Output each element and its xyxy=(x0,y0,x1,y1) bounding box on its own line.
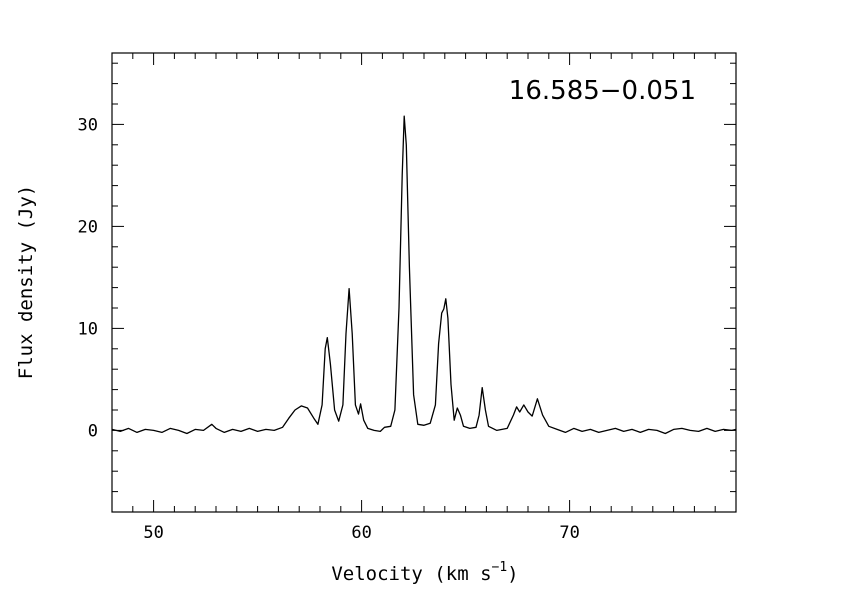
x-tick-label: 50 xyxy=(143,523,163,543)
x-axis-label-exponent: −1 xyxy=(492,560,508,575)
y-axis-tick-labels: 0 10 20 30 xyxy=(78,115,98,441)
y-tick-label: 20 xyxy=(78,217,98,237)
plot-frame xyxy=(111,52,737,513)
x-axis-ticks xyxy=(111,53,737,512)
x-tick-label: 60 xyxy=(351,523,371,543)
source-annotation: 16.585−0.051 xyxy=(509,76,696,106)
y-tick-label: 30 xyxy=(78,115,98,135)
x-axis-label-main: Velocity (km s xyxy=(331,563,491,585)
y-axis-ticks xyxy=(112,62,736,513)
x-axis-label-close: ) xyxy=(507,563,518,585)
y-tick-label: 0 xyxy=(88,421,98,441)
y-tick-label: 10 xyxy=(78,319,98,339)
y-axis-label: Flux density (Jy) xyxy=(15,185,37,379)
x-tick-label: 70 xyxy=(559,523,579,543)
x-axis-tick-labels: 50 60 70 xyxy=(143,523,579,543)
spectrum-series-line xyxy=(111,115,737,435)
x-axis-label: Velocity (km s−1) xyxy=(331,560,518,585)
